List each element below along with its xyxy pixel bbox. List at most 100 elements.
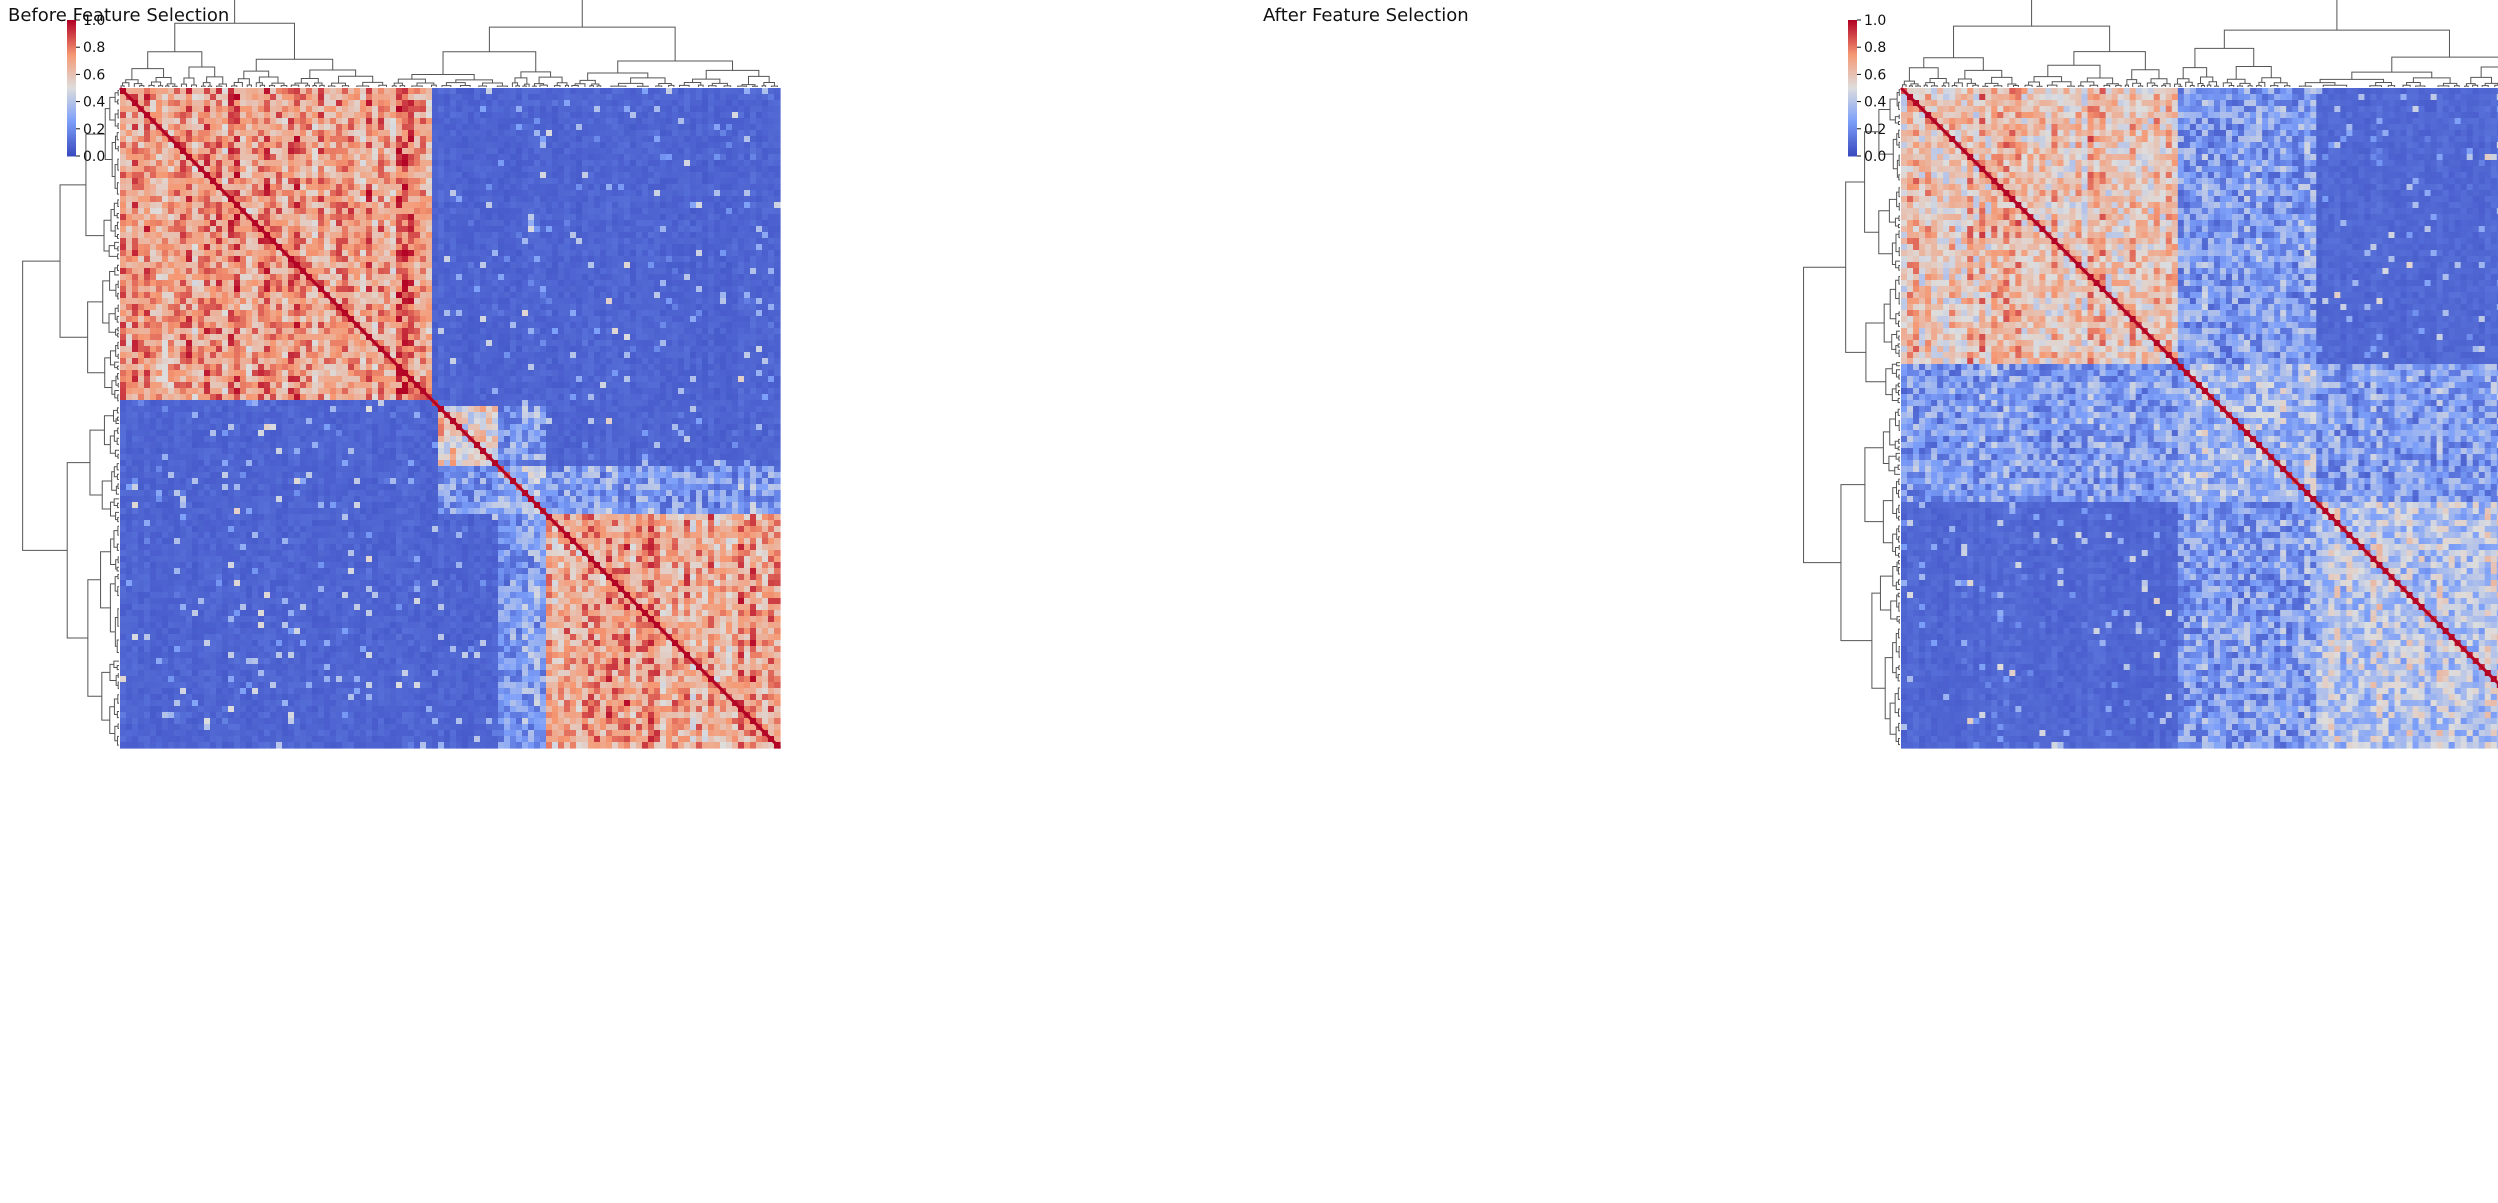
heatmap-cell (432, 334, 439, 341)
heatmap-cell (684, 166, 691, 173)
heatmap-cell (306, 136, 313, 143)
heatmap-cell (378, 274, 385, 281)
heatmap-cell (306, 100, 313, 107)
heatmap-cell (324, 238, 331, 245)
heatmap-cell (546, 214, 553, 221)
heatmap-cell (588, 316, 595, 323)
heatmap-cell (516, 196, 523, 203)
heatmap-cell (198, 88, 205, 95)
heatmap-cell (540, 334, 547, 341)
heatmap-cell (582, 154, 589, 161)
heatmap-cell (324, 184, 331, 191)
heatmap-cell (528, 196, 535, 203)
heatmap-cell (210, 106, 217, 113)
heatmap-cell (414, 304, 421, 311)
heatmap-cell (660, 100, 667, 107)
heatmap-cell (690, 316, 697, 323)
heatmap-cell (192, 226, 199, 233)
heatmap-cell (180, 136, 187, 143)
heatmap-cell (420, 268, 427, 275)
heatmap-cell (306, 352, 313, 359)
heatmap-cell (516, 100, 523, 107)
heatmap-cell (528, 334, 535, 341)
heatmap-cell (516, 334, 523, 341)
heatmap-cell (582, 328, 589, 335)
heatmap-cell (264, 310, 271, 317)
heatmap-cell (636, 172, 643, 179)
heatmap-cell (366, 184, 373, 191)
heatmap-cell (552, 88, 559, 95)
heatmap-cell (750, 154, 757, 161)
heatmap-cell (516, 88, 523, 95)
heatmap-cell (396, 118, 403, 125)
heatmap-cell (534, 214, 541, 221)
heatmap-cell (402, 220, 409, 227)
heatmap-cell (510, 334, 517, 341)
heatmap-cell (150, 256, 157, 263)
heatmap-cell (342, 352, 349, 359)
heatmap-cell (264, 154, 271, 161)
heatmap-cell (582, 292, 589, 299)
heatmap-cell (174, 124, 181, 131)
heatmap-cell (696, 124, 703, 131)
heatmap-cell (564, 94, 571, 101)
heatmap-cell (396, 154, 403, 161)
heatmap-cell (336, 166, 343, 173)
heatmap-cell (564, 262, 571, 269)
heatmap-cell (162, 304, 169, 311)
heatmap-cell (330, 112, 337, 119)
heatmap-cell (222, 166, 229, 173)
heatmap-cell (564, 184, 571, 191)
heatmap-cell (468, 292, 475, 299)
heatmap-cell (240, 262, 247, 269)
heatmap-cell (750, 208, 757, 215)
heatmap-cell (132, 184, 139, 191)
heatmap-cell (318, 274, 325, 281)
heatmap-cell (414, 226, 421, 233)
heatmap-cell (312, 268, 319, 275)
heatmap-cell (444, 130, 451, 137)
heatmap-cell (678, 334, 685, 341)
heatmap-cell (762, 250, 769, 257)
heatmap-cell (768, 112, 775, 119)
heatmap-cell (774, 160, 781, 167)
heatmap-cell (714, 244, 721, 251)
heatmap-cell (288, 286, 295, 293)
heatmap-cell (576, 106, 583, 113)
heatmap-cell (474, 280, 481, 287)
heatmap-cell (174, 286, 181, 293)
heatmap-cell (270, 292, 277, 299)
heatmap-cell (414, 328, 421, 335)
heatmap-cell (168, 226, 175, 233)
heatmap-cell (336, 256, 343, 263)
heatmap-cell (378, 160, 385, 167)
heatmap-cell (474, 118, 481, 125)
heatmap-cell (696, 346, 703, 353)
heatmap-cell (246, 208, 253, 215)
heatmap-cell (666, 298, 673, 305)
heatmap-cell (678, 304, 685, 311)
heatmap-cell (726, 100, 733, 107)
heatmap-cell (774, 328, 781, 335)
heatmap-cell (246, 160, 253, 167)
heatmap-cell (474, 310, 481, 317)
heatmap-cell (372, 328, 379, 335)
heatmap-cell (174, 136, 181, 143)
heatmap-cell (756, 226, 763, 233)
heatmap-cell (768, 130, 775, 137)
heatmap-cell (606, 190, 613, 197)
heatmap-cell (642, 172, 649, 179)
heatmap-cell (576, 262, 583, 269)
heatmap-cell (432, 172, 439, 179)
heatmap-cell (336, 130, 343, 137)
heatmap-cell (528, 172, 535, 179)
heatmap-cell (222, 304, 229, 311)
heatmap-cell (570, 172, 577, 179)
heatmap-cell (456, 304, 463, 311)
heatmap-cell (342, 208, 349, 215)
heatmap-cell (654, 190, 661, 197)
heatmap-cell (462, 286, 469, 293)
heatmap-cell (762, 178, 769, 185)
heatmap-cell (408, 214, 415, 221)
heatmap-cell (438, 106, 445, 113)
